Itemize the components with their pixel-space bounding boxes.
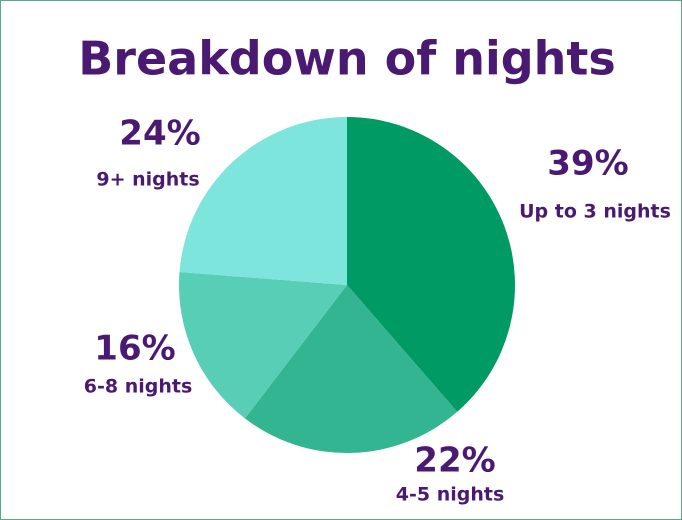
value-label: 16% bbox=[94, 329, 175, 369]
pie-slice bbox=[347, 117, 515, 412]
slice-label: 9+ nights bbox=[96, 169, 199, 191]
chart-title: Breakdown of nights bbox=[78, 32, 616, 86]
value-label: 39% bbox=[547, 144, 628, 184]
slice-label: Up to 3 nights bbox=[519, 201, 671, 223]
value-label: 22% bbox=[414, 441, 495, 481]
slice-label: 4-5 nights bbox=[396, 484, 505, 506]
pie-slice bbox=[179, 117, 347, 285]
pie-slice bbox=[244, 285, 458, 454]
value-label: 24% bbox=[119, 114, 200, 154]
pie-slice bbox=[179, 271, 347, 419]
slice-label: 6-8 nights bbox=[84, 376, 193, 398]
